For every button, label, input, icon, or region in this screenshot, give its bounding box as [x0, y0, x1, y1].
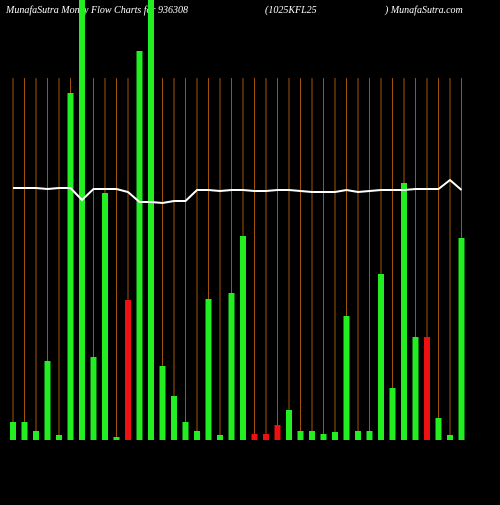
- bar: [263, 434, 269, 440]
- bar: [10, 422, 16, 440]
- bar: [332, 432, 338, 440]
- bar: [424, 337, 430, 440]
- chart-title: MunafaSutra Money Flow Charts for 936308: [5, 5, 188, 16]
- bar: [343, 316, 350, 440]
- bar: [297, 431, 304, 440]
- bar: [274, 425, 281, 440]
- bar: [378, 274, 384, 440]
- bar: [251, 434, 258, 440]
- bar: [320, 434, 327, 440]
- bar: [309, 431, 315, 440]
- bar: [79, 0, 85, 440]
- bar: [286, 410, 292, 440]
- bar: [205, 299, 212, 440]
- bar: [56, 435, 62, 440]
- bar: [435, 418, 442, 440]
- bar: [355, 431, 361, 440]
- chart-subtitle: (1025KFL25: [265, 5, 317, 16]
- bar: [113, 437, 120, 440]
- bar: [159, 366, 166, 440]
- bar: [458, 238, 465, 440]
- bar: [401, 183, 407, 440]
- money-flow-line: [13, 178, 463, 205]
- bar: [412, 337, 419, 440]
- bar: [102, 193, 108, 440]
- bar: [125, 300, 131, 440]
- bar: [90, 357, 97, 440]
- bar: [182, 422, 189, 440]
- bar: [148, 0, 154, 440]
- bar: [136, 51, 143, 440]
- bar: [228, 293, 235, 440]
- bar: [240, 236, 246, 440]
- bar: [44, 361, 51, 440]
- bar: [21, 422, 28, 440]
- bar: [33, 431, 39, 440]
- bar: [171, 396, 177, 440]
- site-name: ) MunafaSutra.com: [384, 5, 463, 16]
- bar: [389, 388, 396, 440]
- bar: [194, 431, 200, 440]
- bar: [366, 431, 373, 440]
- bar: [217, 435, 223, 440]
- bar: [447, 435, 453, 440]
- bar: [67, 93, 74, 440]
